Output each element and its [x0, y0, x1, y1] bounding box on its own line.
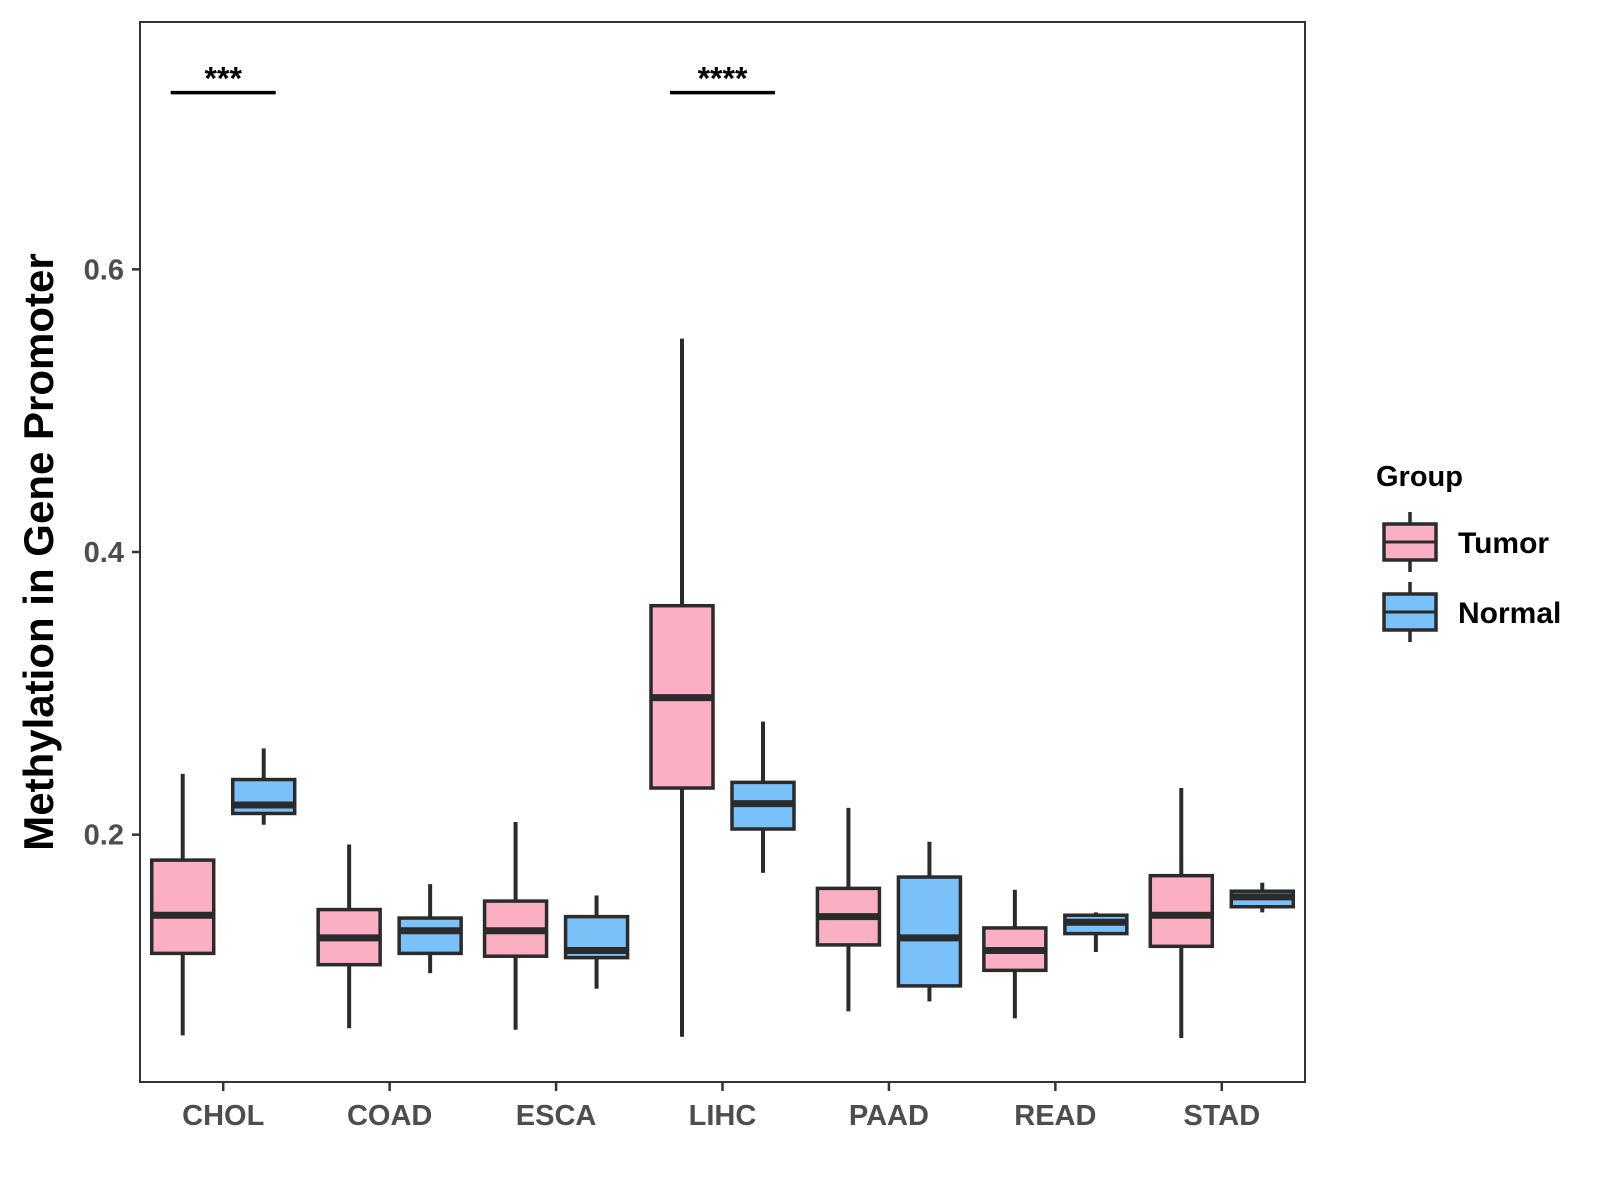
y-tick-label-2: 0.6: [84, 254, 124, 286]
significance-label-chol: ***: [205, 61, 243, 97]
box-chol-tumor: [149, 773, 216, 1036]
legend-label-normal: Normal: [1458, 597, 1561, 630]
significance-label-lihc: ****: [698, 61, 748, 97]
x-axis: CHOL COAD ESCA LIHC PAAD READ STAD: [182, 1082, 1260, 1132]
box-read-normal: [1063, 912, 1129, 952]
x-tick-label-coad: COAD: [347, 1100, 432, 1132]
x-tick-label-read: READ: [1014, 1100, 1096, 1132]
box-chol-normal: [230, 748, 297, 825]
x-tick-label-stad: STAD: [1183, 1100, 1260, 1132]
y-tick-label-1: 0.4: [84, 537, 124, 569]
legend: Group Tumor Normal: [1376, 461, 1561, 642]
legend-key-normal: [1382, 582, 1438, 642]
box-body-chol-tumor: [149, 858, 216, 956]
x-tick-label-lihc: LIHC: [689, 1100, 757, 1132]
x-tick-label-chol: CHOL: [182, 1100, 264, 1132]
box-lihc-tumor: [649, 338, 715, 1037]
box-paad-tumor: [815, 807, 882, 1012]
box-esca-tumor: [482, 821, 549, 1030]
box-body-paad-normal: [896, 875, 963, 988]
legend-key-tumor: [1382, 512, 1438, 572]
legend-title: Group: [1376, 461, 1463, 493]
box-coad-tumor: [316, 844, 382, 1029]
y-axis-title: Methylation in Gene Promoter: [15, 253, 62, 850]
legend-label-tumor: Tumor: [1458, 527, 1549, 560]
x-tick-label-esca: ESCA: [516, 1100, 597, 1132]
box-esca-normal: [563, 895, 630, 989]
box-read-tumor: [982, 889, 1048, 1019]
box-paad-normal: [896, 841, 963, 1002]
box-lihc-normal: [730, 721, 796, 873]
box-stad-normal: [1229, 882, 1296, 913]
plot-area: *** ****: [149, 61, 1296, 1039]
box-body-coad-normal: [397, 916, 463, 956]
box-stad-tumor: [1148, 788, 1215, 1039]
y-axis: 0.2 0.4 0.6: [84, 254, 140, 852]
x-tick-label-paad: PAAD: [849, 1100, 929, 1132]
box-body-stad-tumor: [1148, 873, 1215, 949]
box-coad-normal: [397, 884, 463, 974]
y-tick-label-0: 0.2: [84, 820, 124, 852]
